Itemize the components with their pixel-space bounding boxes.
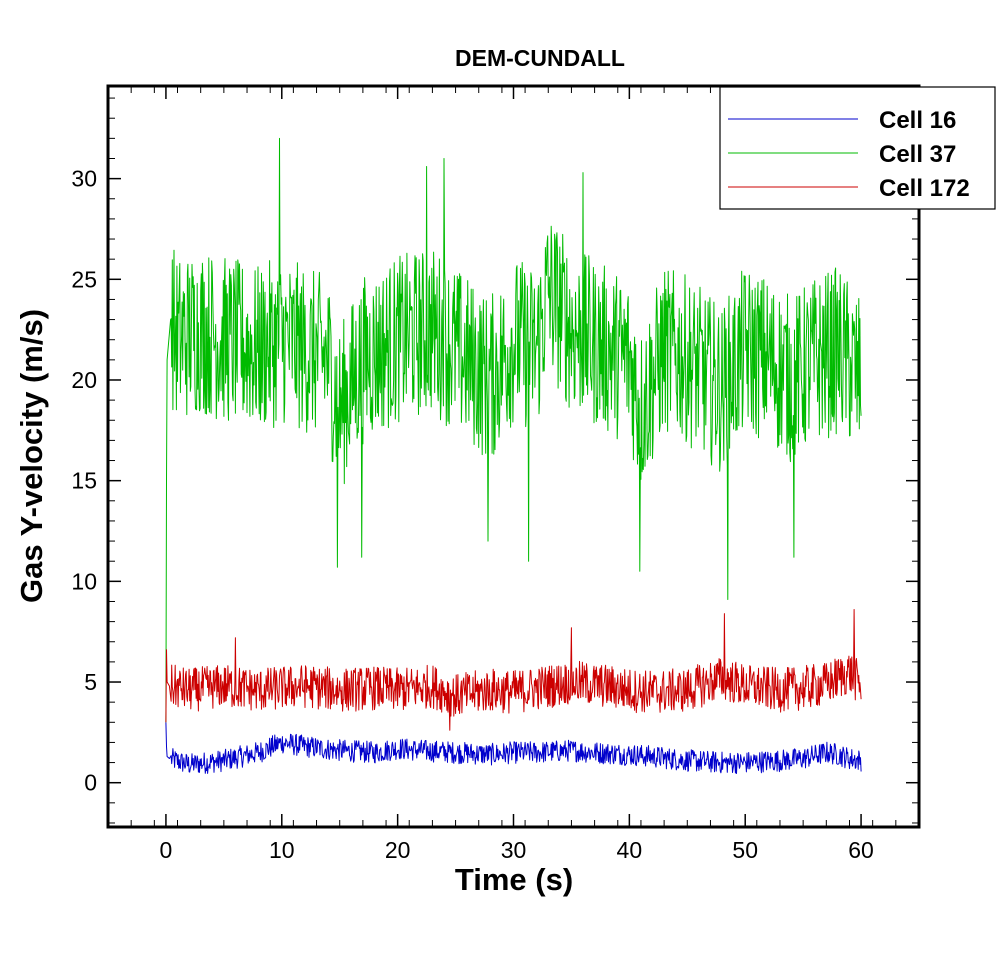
x-axis-title: Time (s) [455, 862, 573, 897]
y-tick-label: 5 [84, 669, 97, 695]
y-axis-title: Gas Y-velocity (m/s) [14, 309, 49, 603]
x-tick-label: 60 [848, 837, 874, 863]
chart-title: DEM-CUNDALL [455, 45, 625, 71]
legend-box [719, 86, 996, 210]
x-tick-label: 50 [732, 837, 758, 863]
y-tick-label: 0 [84, 770, 97, 796]
x-tick-label: 10 [269, 837, 295, 863]
legend-label-cell-37: Cell 37 [879, 141, 956, 168]
series-group [165, 137, 862, 774]
y-tick-label: 30 [71, 166, 97, 192]
x-tick-label: 30 [501, 837, 527, 863]
y-tick-label: 20 [71, 367, 97, 393]
x-tick-label: 40 [617, 837, 643, 863]
series-line-cell-37 [165, 137, 862, 723]
x-tick-label: 20 [385, 837, 411, 863]
y-tick-label: 10 [71, 568, 97, 594]
y-tick-label: 25 [71, 266, 97, 292]
legend-label-cell-172: Cell 172 [879, 175, 970, 202]
y-tick-label: 15 [71, 468, 97, 494]
legend: Cell 16 Cell 37 Cell 172 [719, 86, 996, 210]
series-line-cell-16 [165, 722, 862, 774]
legend-label-cell-16: Cell 16 [879, 107, 956, 134]
x-tick-label: 0 [160, 837, 173, 863]
tick-labels: 0 10 20 30 40 50 60 0 5 10 15 20 25 30 [71, 166, 873, 863]
series-line-cell-172 [165, 609, 862, 731]
legend-entries: Cell 16 Cell 37 Cell 172 [728, 107, 970, 202]
